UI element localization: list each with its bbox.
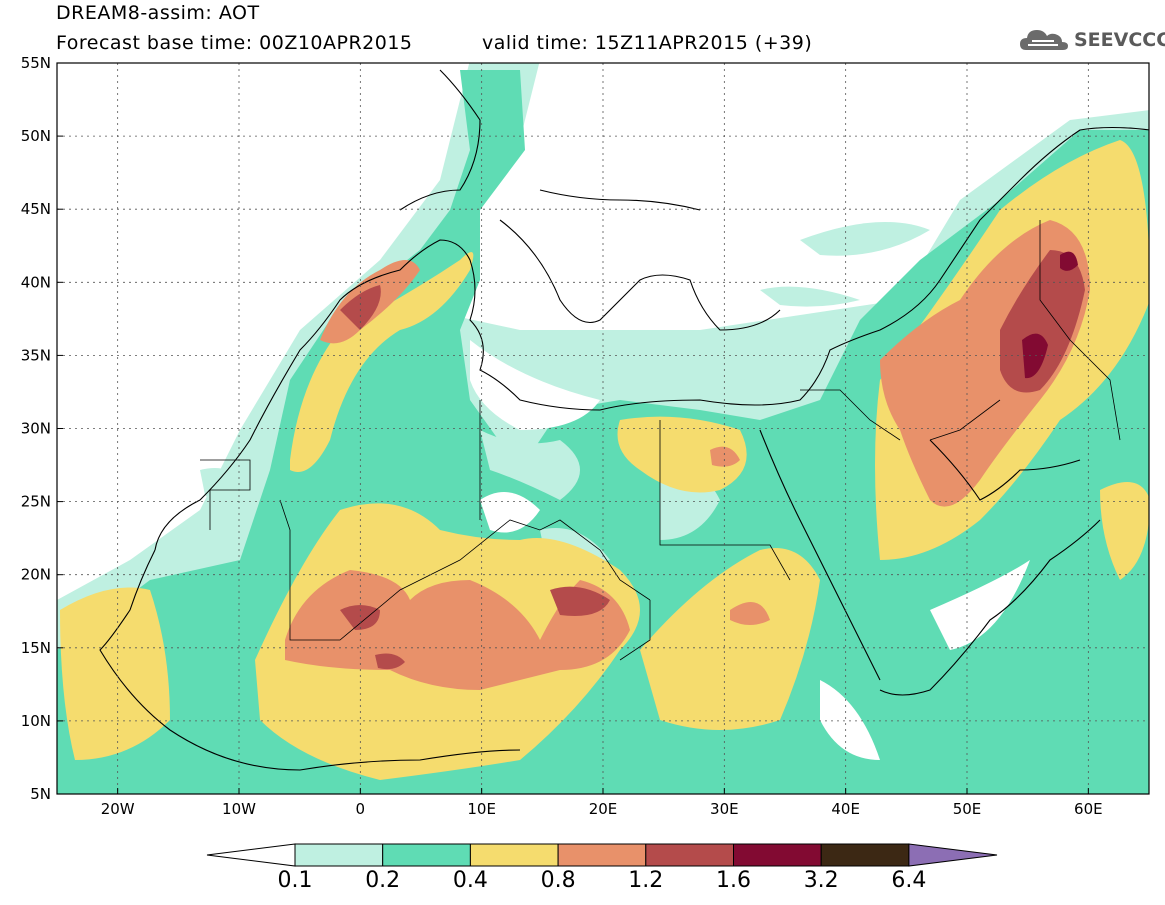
lat-tick-label: 55N bbox=[21, 54, 51, 72]
lat-tick-label: 25N bbox=[21, 493, 51, 511]
colorbar-swatch bbox=[294, 843, 384, 867]
colorbar-label: 0.8 bbox=[540, 868, 576, 893]
cloud-logo-icon bbox=[1020, 30, 1068, 50]
lon-tick-label: 60E bbox=[1074, 800, 1103, 818]
lon-tick-label: 0 bbox=[356, 800, 366, 818]
colorbar-min-arrow bbox=[206, 843, 296, 867]
colorbar-label: 3.2 bbox=[803, 868, 839, 893]
lon-tick-label: 10W bbox=[222, 800, 256, 818]
colorbar-label: 0.2 bbox=[365, 868, 401, 893]
lat-axis: 55N 50N 45N 40N 35N 30N 25N 20N 15N 10N 5N bbox=[21, 54, 63, 803]
lat-tick-label: 40N bbox=[21, 273, 51, 291]
lat-tick-label: 5N bbox=[30, 785, 51, 803]
colorbar-label: 0.4 bbox=[452, 868, 488, 893]
colorbar-label: 1.2 bbox=[628, 868, 664, 893]
logo-text: SEEVCCC bbox=[1074, 29, 1165, 51]
colorbar-label: 6.4 bbox=[891, 868, 927, 893]
lat-tick-label: 45N bbox=[21, 200, 51, 218]
coastlines bbox=[99, 69, 1149, 771]
lat-tick-label: 35N bbox=[21, 346, 51, 364]
colorbar-swatch bbox=[382, 843, 471, 867]
lat-tick-label: 10N bbox=[21, 712, 51, 730]
forecast-base-time: Forecast base time: 00Z10APR2015 bbox=[56, 32, 413, 54]
colorbar-max-arrow bbox=[908, 843, 998, 867]
colorbar bbox=[206, 843, 998, 867]
colorbar-label: 0.1 bbox=[277, 868, 313, 893]
lon-tick-label: 20W bbox=[101, 800, 135, 818]
lon-tick-label: 20E bbox=[589, 800, 618, 818]
aot-level-1.6 bbox=[1022, 251, 1078, 379]
colorbar-swatch bbox=[820, 843, 910, 867]
lon-tick-label: 40E bbox=[831, 800, 860, 818]
lat-tick-label: 20N bbox=[21, 566, 51, 584]
lon-tick-label: 50E bbox=[953, 800, 982, 818]
colorbar-swatch bbox=[733, 843, 822, 867]
lon-tick-label: 30E bbox=[710, 800, 739, 818]
lat-lon-grid bbox=[57, 63, 1149, 794]
lon-tick-label: 10E bbox=[467, 800, 496, 818]
lat-tick-label: 30N bbox=[21, 420, 51, 438]
map-title: DREAM8-assim: AOT bbox=[56, 2, 260, 24]
aot-field bbox=[57, 63, 1149, 794]
seevccc-logo: SEEVCCC bbox=[1018, 26, 1165, 54]
lat-tick-label: 15N bbox=[21, 639, 51, 657]
aot-level-1.2 bbox=[340, 250, 1085, 670]
colorbar-swatch bbox=[469, 843, 559, 867]
colorbar-swatch bbox=[645, 843, 734, 867]
colorbar-label: 1.6 bbox=[716, 868, 751, 893]
valid-time: valid time: 15Z11APR2015 (+39) bbox=[482, 32, 813, 54]
lon-axis: 20W 10W 0 10E 20E 30E 40E 50E 60E bbox=[101, 788, 1103, 818]
colorbar-swatch bbox=[557, 843, 647, 867]
lat-tick-label: 50N bbox=[21, 127, 51, 145]
